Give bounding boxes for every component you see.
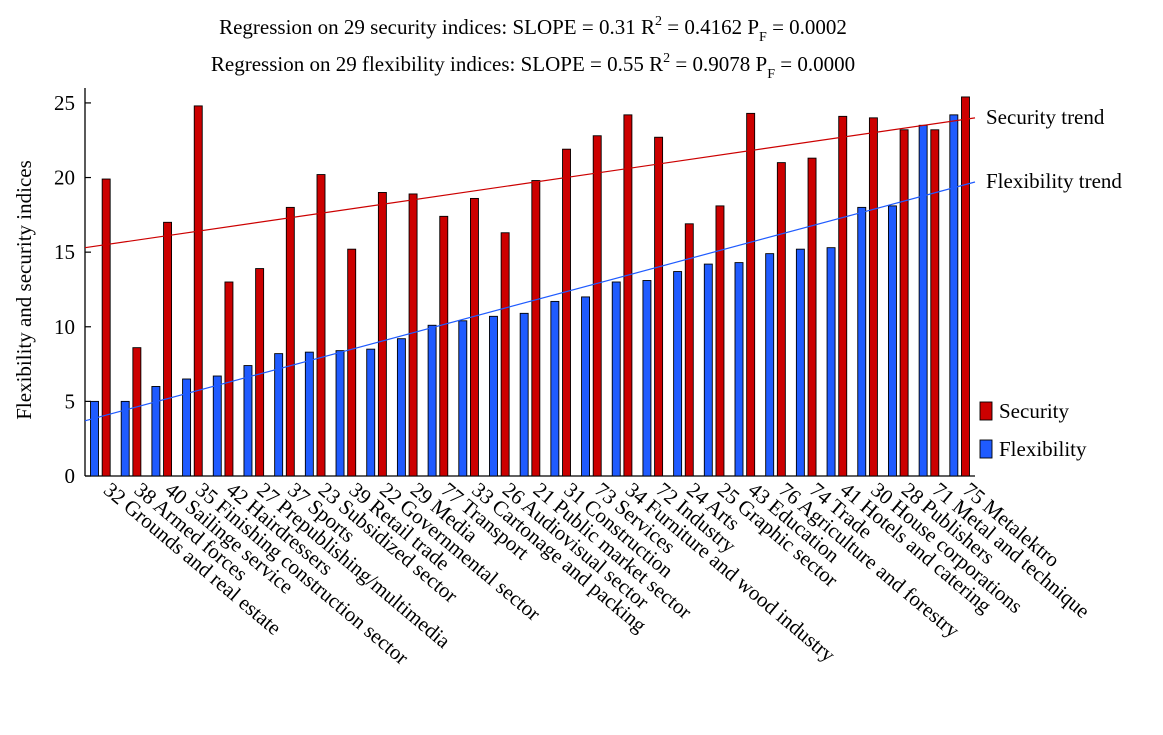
security-trend-label: Security trend: [986, 105, 1105, 129]
bar-security: [776, 162, 786, 477]
bars: [90, 96, 970, 477]
bar-security: [132, 347, 142, 477]
flexibility-trend-label: Flexibility trend: [986, 169, 1122, 193]
bar-security: [439, 215, 449, 477]
bar-security: [899, 129, 909, 477]
title-text: = 0.0000: [775, 52, 855, 76]
bar-flexibility: [581, 296, 590, 477]
bar-flexibility: [734, 262, 744, 477]
bar-flexibility: [642, 280, 652, 477]
bar-flexibility: [182, 378, 192, 477]
legend-swatch: [979, 401, 993, 421]
y-tick-label: 5: [65, 389, 76, 413]
bar-security: [654, 136, 664, 477]
title-text: = 0.0002: [767, 15, 847, 39]
bar-flexibility: [611, 281, 621, 477]
bar-flexibility: [550, 300, 560, 477]
bar-security: [623, 114, 633, 477]
bar-flexibility: [826, 247, 836, 477]
title-text: Regression on 29 flexibility indices: SL…: [211, 52, 663, 76]
bar-security: [715, 205, 725, 477]
bar-flexibility: [304, 351, 314, 477]
bar-flexibility: [120, 400, 130, 477]
bar-security: [868, 117, 878, 477]
flexibility-trend-line: [84, 181, 976, 422]
title-text: = 0.9078 P: [670, 52, 767, 76]
chart-title-line-2: Regression on 29 flexibility indices: SL…: [211, 51, 855, 82]
bar-security: [347, 248, 357, 477]
bar-security: [531, 180, 541, 477]
bar-flexibility: [90, 400, 99, 477]
bar-security: [838, 115, 848, 477]
bar-flexibility: [151, 386, 161, 477]
bar-security: [684, 223, 694, 477]
bar-flexibility: [918, 124, 928, 477]
bar-flexibility: [243, 365, 253, 477]
bar-flexibility: [673, 271, 683, 477]
bar-security: [470, 197, 479, 477]
bar-flexibility: [795, 248, 805, 477]
security-trend-line: [84, 117, 976, 249]
bar-security: [930, 129, 940, 477]
bar-flexibility: [887, 205, 897, 477]
title-superscript: 2: [663, 51, 670, 66]
bar-security: [224, 281, 234, 477]
title-text: Regression on 29 security indices: SLOPE…: [219, 15, 655, 39]
bar-security: [961, 96, 970, 477]
title-subscript: F: [759, 30, 767, 45]
bar-security: [500, 232, 510, 477]
bar-flexibility: [427, 324, 437, 477]
trend-lines: Security trend Flexibility trend: [84, 105, 1122, 422]
bar-flexibility: [703, 263, 713, 477]
bar-flexibility: [366, 348, 376, 477]
bar-flexibility: [458, 320, 468, 477]
y-tick-label: 25: [54, 91, 75, 115]
y-tick-label: 0: [65, 464, 76, 488]
title-text: = 0.4162 P: [662, 15, 759, 39]
legend-swatch: [979, 439, 993, 459]
legend-label: Flexibility: [999, 437, 1087, 461]
bar-flexibility: [212, 375, 222, 477]
bar-security: [562, 148, 571, 477]
bar-security: [592, 135, 602, 477]
bar-flexibility: [335, 350, 345, 477]
bar-security: [807, 157, 817, 477]
bar-flexibility: [396, 338, 406, 477]
legend: Security Flexibility: [979, 399, 1087, 461]
title-superscript: 2: [655, 14, 662, 29]
bar-security: [316, 174, 326, 477]
bar-security: [193, 105, 203, 477]
bar-flexibility: [857, 206, 867, 477]
bar-security: [746, 112, 756, 477]
bar-security: [408, 193, 418, 477]
bar-security: [285, 206, 295, 477]
axes: 0 5 10 15 20 25: [54, 88, 975, 488]
y-tick-label: 15: [54, 240, 75, 264]
bar-security: [255, 268, 265, 477]
bar-flexibility: [765, 253, 775, 477]
y-tick-label: 20: [54, 166, 75, 190]
bar-security: [101, 178, 111, 477]
bar-flexibility: [949, 114, 959, 477]
y-tick-label: 10: [54, 315, 75, 339]
bar-flexibility: [274, 353, 284, 477]
bar-flexibility: [519, 312, 529, 477]
chart-title-line-1: Regression on 29 security indices: SLOPE…: [219, 14, 847, 45]
bar-flexibility: [489, 315, 498, 477]
bar-security: [377, 192, 387, 477]
y-axis-label: Flexibility and security indices: [12, 160, 36, 420]
bar-security: [163, 221, 173, 477]
legend-label: Security: [999, 399, 1069, 423]
title-subscript: F: [767, 67, 775, 82]
